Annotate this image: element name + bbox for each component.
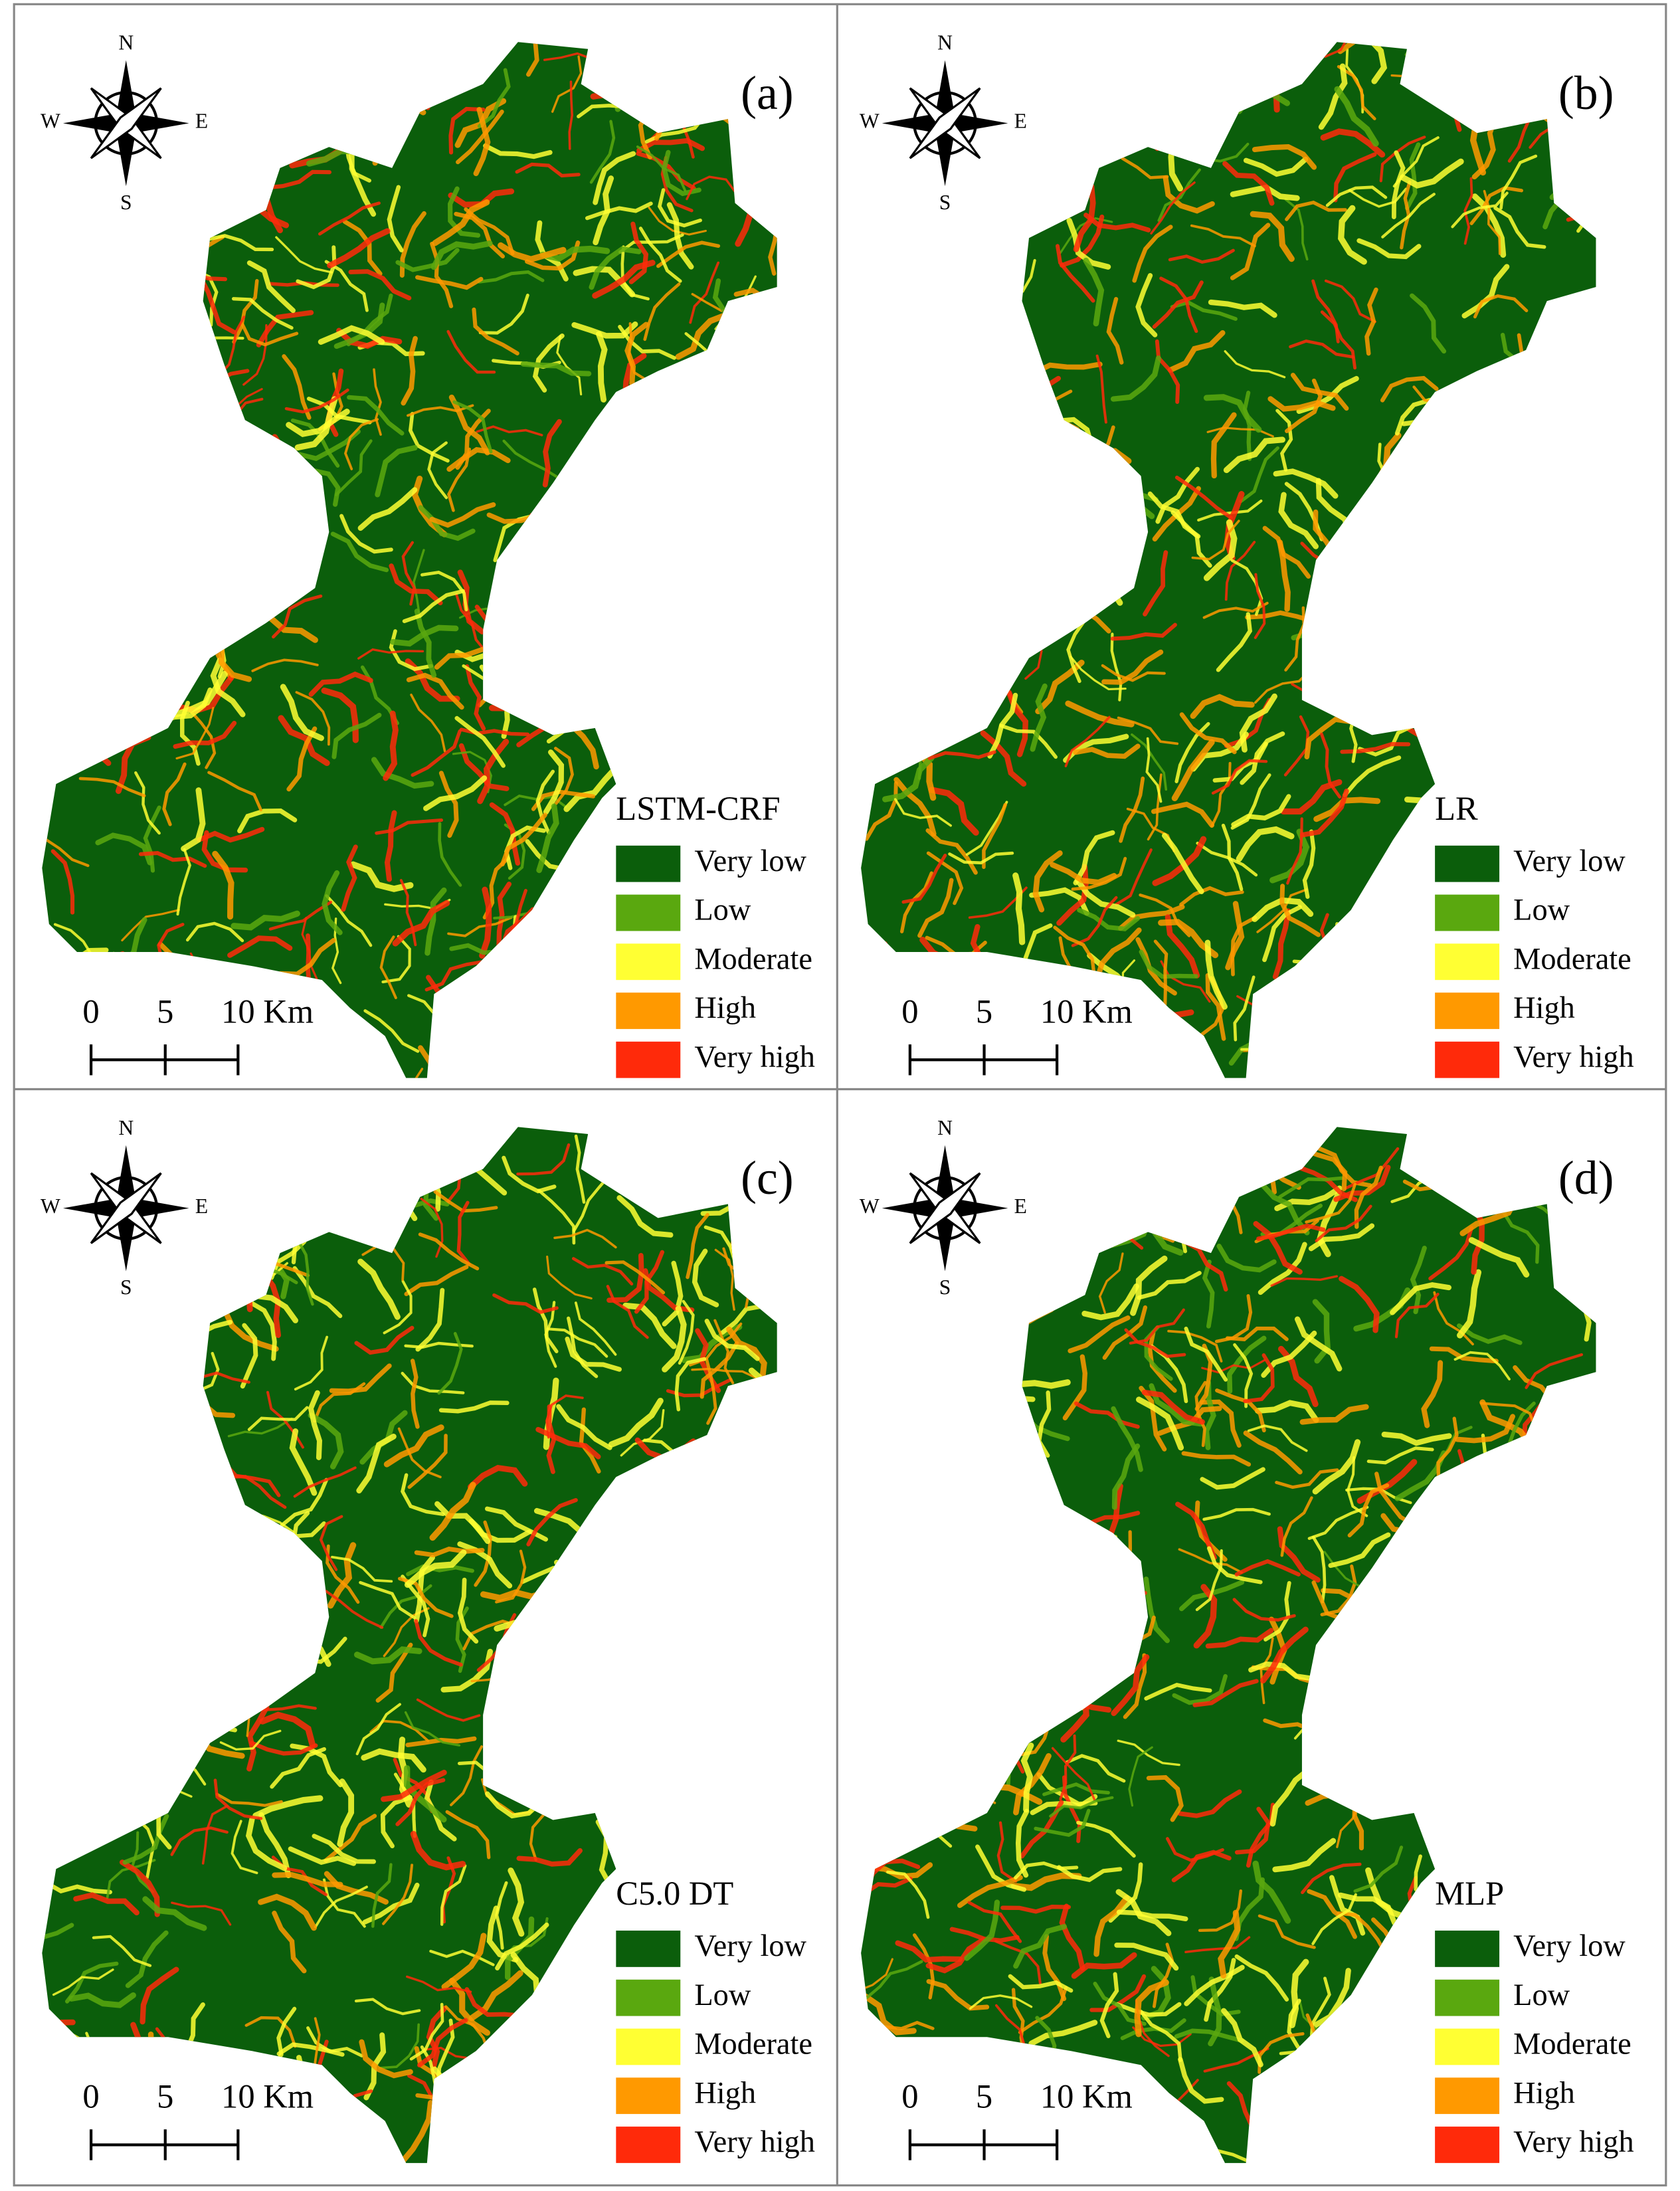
legend-swatch: [616, 993, 681, 1029]
legend-swatch: [616, 1931, 681, 1967]
legend-label: Very high: [1513, 2125, 1634, 2159]
compass-s: S: [120, 1276, 132, 1299]
compass-w: W: [860, 1194, 880, 1218]
scale-label: 0: [901, 2078, 918, 2115]
compass-n: N: [937, 31, 953, 54]
compass-w: W: [41, 110, 60, 133]
legend-swatch: [1435, 1931, 1500, 1967]
compass: [882, 60, 1008, 187]
scale-label: 5: [157, 993, 173, 1030]
legend-label: Very low: [694, 1929, 806, 1963]
legend-label: High: [1513, 2076, 1575, 2110]
compass-e: E: [1014, 110, 1027, 133]
compass-e: E: [1014, 1194, 1027, 1218]
scale-label: 10 Km: [221, 993, 314, 1030]
scale-label: 0: [901, 993, 918, 1030]
compass-s: S: [120, 191, 132, 214]
legend-label: Moderate: [694, 2028, 812, 2061]
scale-label: 0: [82, 2078, 99, 2115]
compass-n: N: [937, 1116, 953, 1139]
compass: [62, 1145, 189, 1272]
panel-label: (d): [1558, 1152, 1614, 1204]
legend-title: LR: [1435, 790, 1478, 827]
legend-label: Moderate: [1513, 942, 1632, 976]
legend-swatch: [1435, 993, 1500, 1029]
scale-label: 5: [976, 993, 992, 1030]
legend-swatch: [1435, 2077, 1500, 2115]
compass: [62, 60, 189, 187]
compass-e: E: [195, 110, 208, 133]
legend-swatch: [616, 1041, 681, 1078]
panel: N S W E (b) LR Very low Low Moderate High Very hig…: [860, 31, 1634, 1078]
panel-label: (b): [1558, 67, 1614, 120]
legend-title: C5.0 DT: [616, 1875, 733, 1912]
compass-n: N: [118, 31, 134, 54]
panel: N S W E (d) MLP Very low Low Moderate High Very hi…: [860, 1116, 1634, 2163]
compass-w: W: [41, 1194, 60, 1218]
panel-label: (a): [741, 67, 794, 120]
compass-n: N: [118, 1116, 134, 1139]
legend-swatch: [1435, 943, 1500, 981]
legend-swatch: [616, 2028, 681, 2065]
legend-swatch: [1435, 2028, 1500, 2065]
legend-label: Very high: [694, 1040, 815, 1074]
legend-swatch: [616, 2127, 681, 2163]
scale-label: 10 Km: [1040, 993, 1133, 1030]
legend-label: High: [694, 991, 756, 1025]
legend-swatch: [1435, 894, 1500, 931]
legend-label: Moderate: [1513, 2028, 1632, 2061]
legend-label: Low: [1513, 894, 1570, 927]
scale-label: 5: [976, 2078, 992, 2115]
legend-label: Low: [1513, 1978, 1570, 2012]
legend-label: High: [1513, 991, 1575, 1025]
legend-label: Low: [694, 894, 751, 927]
legend-label: Very high: [694, 2125, 815, 2159]
legend-label: Low: [694, 1978, 751, 2012]
legend-label: Very low: [694, 844, 806, 878]
legend-label: High: [694, 2076, 756, 2110]
panel-label: (c): [741, 1152, 794, 1204]
legend-title: MLP: [1435, 1875, 1504, 1912]
legend-swatch: [616, 1979, 681, 2016]
legend-label: Very low: [1513, 1929, 1626, 1963]
compass: [882, 1145, 1008, 1272]
map-region: [42, 42, 777, 1078]
legend-swatch: [1435, 2127, 1500, 2163]
frame: [13, 3, 1667, 2187]
legend-swatch: [616, 943, 681, 981]
legend-title: LSTM-CRF: [616, 790, 780, 827]
compass-w: W: [860, 110, 880, 133]
legend-swatch: [1435, 845, 1500, 882]
scale-label: 10 Km: [221, 2078, 314, 2115]
compass-s: S: [939, 191, 951, 214]
compass-s: S: [939, 1276, 951, 1299]
legend-label: Moderate: [694, 942, 812, 976]
legend-swatch: [1435, 1979, 1500, 2016]
legend-label: Very low: [1513, 844, 1626, 878]
legend-swatch: [616, 2077, 681, 2115]
scale-label: 10 Km: [1040, 2078, 1133, 2115]
legend-label: Very high: [1513, 1040, 1634, 1074]
legend-swatch: [1435, 1041, 1500, 1078]
scale-label: 5: [157, 2078, 173, 2115]
scale-label: 0: [82, 993, 99, 1030]
panel: N S W E (c) C5.0 DT Very low Low Moderate High Ver…: [41, 1116, 815, 2163]
legend-swatch: [616, 845, 681, 882]
legend-swatch: [616, 894, 681, 931]
compass-e: E: [195, 1194, 208, 1218]
panel: N S W E (a) LSTM-CRF Very low Low Moderate High Ve…: [41, 31, 815, 1078]
